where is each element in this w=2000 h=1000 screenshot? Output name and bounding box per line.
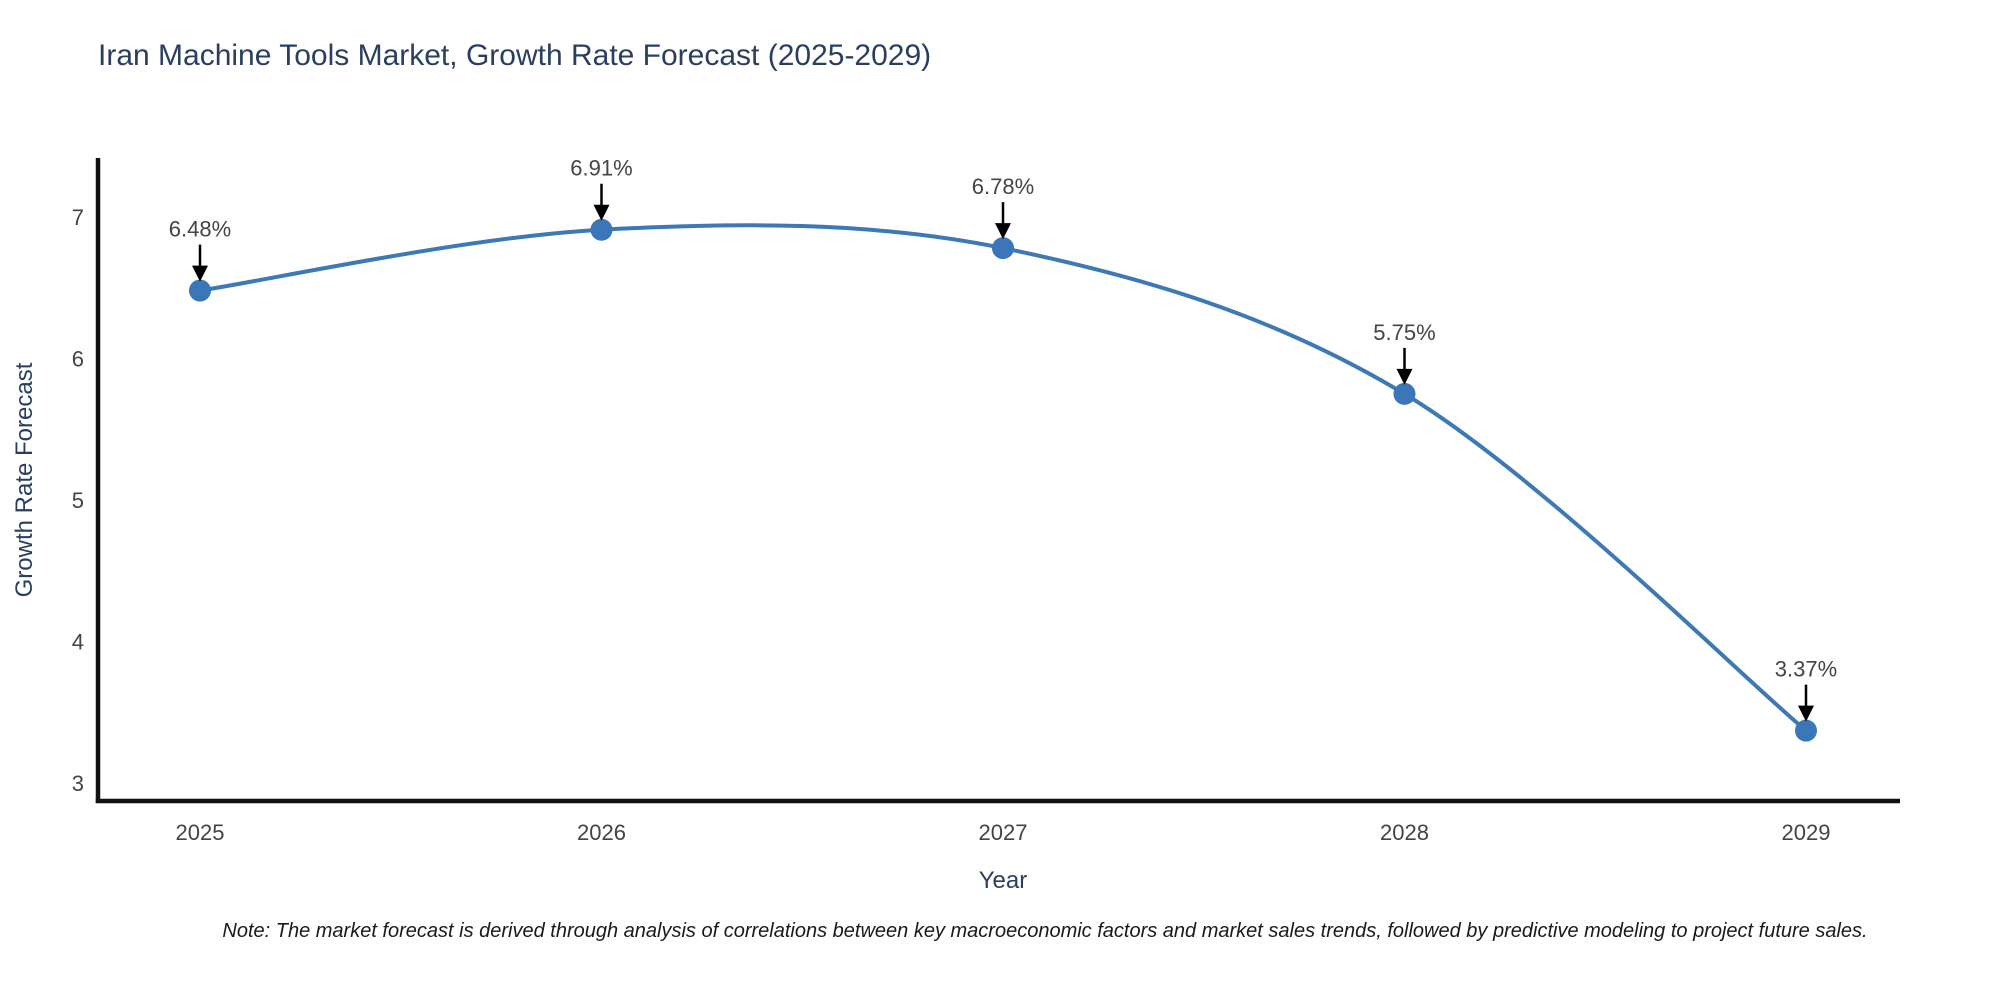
series-line	[198, 223, 1808, 733]
annotation: 5.75%	[1373, 320, 1436, 385]
x-tick-label: 2026	[577, 820, 626, 845]
annotation-label: 6.78%	[972, 174, 1034, 199]
annotation-label: 6.48%	[169, 217, 231, 242]
y-tick-label: 5	[72, 488, 84, 513]
data-point[interactable]	[1393, 382, 1416, 405]
y-tick-label: 4	[72, 630, 84, 655]
x-tick-labels: 2025 2026 2027 2028 2029	[176, 820, 1831, 845]
footnote: Note: The market forecast is derived thr…	[222, 920, 1868, 942]
data-point[interactable]	[189, 279, 211, 302]
y-tick-label: 3	[72, 771, 84, 796]
data-point[interactable]	[1795, 719, 1817, 742]
y-tick-labels: 7 6 5 4 3	[72, 205, 84, 796]
annotation-arrowhead-icon	[192, 265, 208, 282]
annotation-arrowhead-icon	[995, 223, 1011, 240]
annotation: 6.48%	[169, 217, 231, 282]
annotation: 3.37%	[1775, 657, 1837, 722]
x-tick-label: 2025	[176, 820, 225, 845]
x-axis-title: Year	[979, 867, 1028, 894]
annotation-label: 6.91%	[570, 156, 632, 181]
data-annotations: 6.48% 6.91% 6.78% 5.75% 3.37%	[169, 156, 1837, 722]
data-point[interactable]	[992, 237, 1014, 260]
x-tick-label: 2028	[1380, 820, 1429, 845]
y-tick-label: 7	[72, 205, 84, 230]
x-tick-label: 2029	[1782, 820, 1831, 845]
chart-title: Iran Machine Tools Market, Growth Rate F…	[98, 39, 932, 72]
series-markers	[189, 218, 1817, 742]
annotation-arrowhead-icon	[593, 204, 610, 221]
y-tick-label: 6	[72, 347, 84, 372]
annotation: 6.78%	[972, 174, 1034, 240]
axes	[95, 158, 1900, 804]
annotation-label: 5.75%	[1373, 320, 1435, 345]
x-tick-label: 2027	[979, 820, 1028, 845]
y-axis-title: Growth Rate Forecast	[11, 362, 38, 597]
data-point[interactable]	[590, 218, 613, 241]
annotation: 6.91%	[570, 156, 633, 221]
annotation-arrowhead-icon	[1798, 705, 1814, 722]
annotation-label: 3.37%	[1775, 657, 1837, 682]
annotation-arrowhead-icon	[1396, 368, 1413, 385]
